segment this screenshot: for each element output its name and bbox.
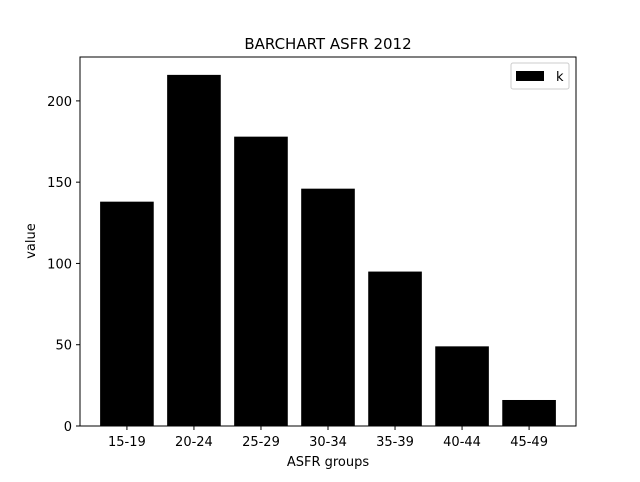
y-tick-label: 50 xyxy=(55,339,72,354)
bar-40-44 xyxy=(435,346,489,426)
y-tick-label: 0 xyxy=(64,420,72,435)
x-tick-label: 45-49 xyxy=(510,435,548,450)
legend: k xyxy=(510,62,570,90)
x-tick-label: 25-29 xyxy=(242,435,280,450)
x-tick-label: 35-39 xyxy=(376,435,414,450)
bar-30-34 xyxy=(301,188,355,426)
x-tick-label: 20-24 xyxy=(175,435,213,450)
y-axis-label: value xyxy=(24,223,39,259)
x-tick-label: 15-19 xyxy=(108,435,146,450)
x-ticks-group: 15-19 20-24 25-29 30-34 35-39 40-44 45-49 xyxy=(108,426,548,450)
bars-group xyxy=(100,74,556,426)
y-tick-label: 100 xyxy=(47,257,72,272)
y-tick-label: 150 xyxy=(47,176,72,191)
bar-25-29 xyxy=(234,136,288,426)
plot-frame xyxy=(79,56,577,427)
y-ticks-group: 0 50 100 150 200 xyxy=(47,95,80,435)
bar-15-19 xyxy=(100,201,154,426)
legend-swatch xyxy=(516,71,544,81)
x-tick-label: 30-34 xyxy=(309,435,347,450)
x-tick-label: 40-44 xyxy=(443,435,481,450)
bar-45-49 xyxy=(502,399,556,426)
y-tick-label: 200 xyxy=(47,95,72,110)
bar-35-39 xyxy=(368,271,422,426)
chart-title: BARCHART ASFR 2012 xyxy=(244,35,411,53)
bar-20-24 xyxy=(167,74,221,426)
legend-label: k xyxy=(556,70,564,85)
x-axis-label: ASFR groups xyxy=(287,455,370,470)
